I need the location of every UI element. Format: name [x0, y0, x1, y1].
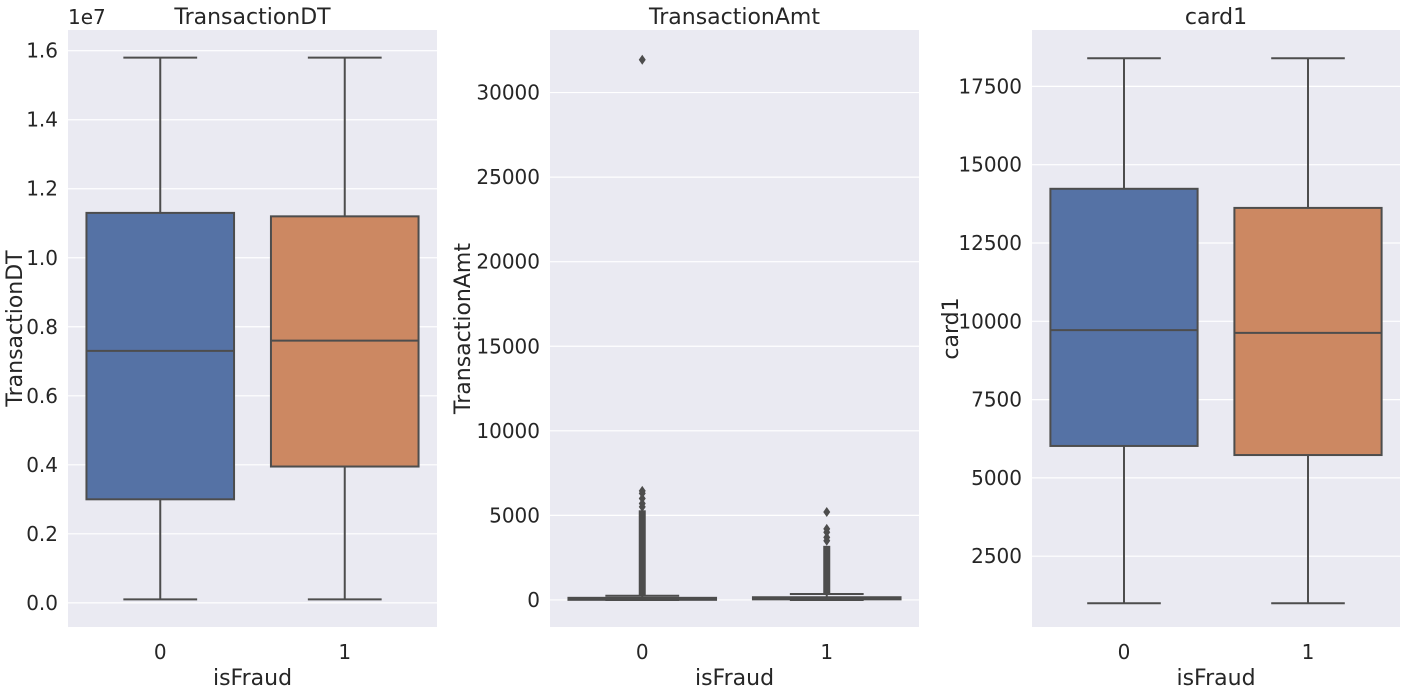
y-tick-label: 0.8 — [26, 315, 58, 339]
x-axis-label: isFraud — [1176, 666, 1255, 687]
x-tick-label: 1 — [1302, 640, 1315, 664]
subplot-title: TransactionAmt — [648, 5, 820, 30]
subplot-card1: 2500 5000 7500 10000 12500 15000 17500 0 1 card1 i… — [939, 5, 1400, 687]
box-group-1 — [1233, 57, 1383, 605]
subplot-transactiondt: 0.0 0.2 0.4 0.6 0.8 1.0 1.2 1.4 1.6 0 1 Transaction… — [3, 5, 437, 687]
y-tick-label: 1.2 — [26, 177, 58, 201]
y-offset-label: 1e7 — [68, 5, 106, 29]
y-axis-label: card1 — [939, 297, 964, 359]
iqr-box — [85, 211, 236, 501]
y-tick-label: 10000 — [476, 419, 540, 443]
y-tick-label: 17500 — [958, 74, 1022, 98]
outlier-point — [638, 493, 646, 504]
iqr-box — [1049, 187, 1199, 447]
x-axis-label: isFraud — [695, 666, 774, 687]
y-tick-label: 30000 — [476, 81, 540, 105]
y-tick-label: 10000 — [958, 309, 1022, 333]
outlier-band — [638, 510, 646, 596]
y-tick-label: 20000 — [476, 250, 540, 274]
box-group-0 — [567, 54, 718, 601]
y-tick-label: 0.0 — [26, 591, 58, 615]
y-tick-label: 1.6 — [26, 39, 58, 63]
y-tick-label: 5000 — [971, 466, 1022, 490]
y-tick-label: 0.4 — [26, 453, 58, 477]
iqr-box — [1233, 206, 1383, 457]
box-group-1 — [269, 56, 420, 601]
outlier-point — [823, 523, 831, 534]
outlier-band — [823, 545, 831, 594]
box-group-1 — [751, 506, 902, 601]
y-tick-label: 1.0 — [26, 246, 58, 270]
outlier-point — [823, 532, 831, 543]
x-tick-label: 0 — [1118, 640, 1131, 664]
y-tick-label: 0 — [527, 588, 540, 612]
y-tick-label: 15000 — [958, 153, 1022, 177]
y-tick-label: 1.4 — [26, 108, 58, 132]
y-tick-label: 15000 — [476, 334, 540, 358]
subplot-title: TransactionDT — [173, 5, 331, 30]
y-axis-label: TransactionDT — [3, 250, 28, 408]
plot-area — [550, 30, 919, 627]
subplot-title: card1 — [1185, 5, 1247, 30]
y-tick-label: 0.2 — [26, 522, 58, 546]
y-tick-label: 25000 — [476, 165, 540, 189]
box-group-0 — [85, 56, 236, 601]
y-tick-label: 5000 — [489, 503, 540, 527]
y-tick-label: 2500 — [971, 544, 1022, 568]
subplot-transactionamt: 0 5000 10000 15000 20000 25000 30000 0 1 Transact… — [451, 5, 919, 687]
y-tick-label: 0.6 — [26, 384, 58, 408]
box-group-0 — [1049, 57, 1199, 605]
outlier-point — [823, 506, 831, 517]
x-tick-label: 0 — [636, 640, 649, 664]
y-tick-label: 7500 — [971, 388, 1022, 412]
y-tick-label: 12500 — [958, 231, 1022, 255]
outlier-point — [638, 485, 646, 496]
y-axis-label: TransactionAmt — [451, 243, 476, 415]
x-tick-label: 1 — [338, 640, 351, 664]
outlier-point — [638, 54, 646, 65]
x-axis-label: isFraud — [213, 666, 292, 687]
x-tick-label: 0 — [154, 640, 167, 664]
x-tick-label: 1 — [820, 640, 833, 664]
outlier-point — [638, 498, 646, 509]
